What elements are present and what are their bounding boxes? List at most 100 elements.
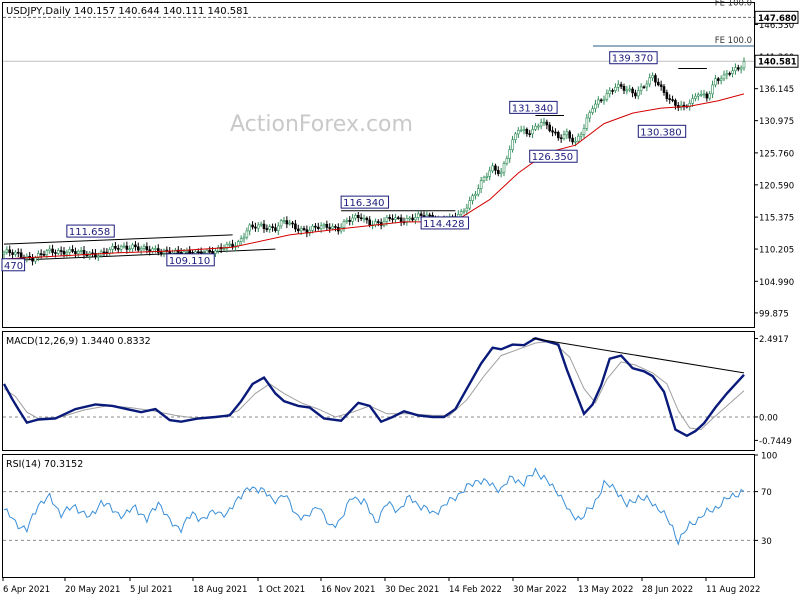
price-label-box [1,258,26,272]
candle-body [328,227,332,229]
date-tick-label: 20 May 2021 [65,585,120,595]
candle-body [139,248,143,251]
rsi-lines [3,467,754,546]
candle-body [511,139,514,151]
candle-body [588,112,592,119]
candle-body [65,251,69,255]
candle-body [531,129,534,135]
price-label-box [340,195,390,209]
candle-body [239,238,243,242]
candle-body [242,236,246,240]
candle-body [619,84,623,87]
candle-body [268,226,272,230]
candle-body [728,73,732,75]
chart-title: USDJPY,Daily 140.157 140.644 140.111 140… [6,6,249,17]
candle-body [585,117,589,129]
candle-body [265,228,269,230]
candle-body [56,250,60,254]
price-label-box [637,124,687,138]
candle-body [39,253,43,255]
candle-body [385,217,389,222]
candle-body [525,128,529,134]
candle-body [556,131,560,139]
price-tick-label: 146.530 [759,21,794,31]
candle-body [356,215,360,219]
candle-body [571,137,574,143]
macd-trendline [532,337,745,374]
candle-body [96,255,100,258]
candle-body [54,252,57,254]
trendline [3,234,233,245]
candle-body [696,94,700,97]
rsi-line [3,467,745,546]
price-label: 116.340 [343,198,384,209]
candle-body [536,125,540,128]
candle-body [736,67,740,70]
candle-body [651,75,654,79]
candle-body [145,246,149,251]
candle-body [354,215,357,219]
candle-body [11,252,14,255]
candle-body [539,122,543,127]
candle-body [674,100,677,106]
date-tick-label: 6 Apr 2021 [3,585,50,595]
candle-body [131,244,134,250]
candle-body [514,133,517,141]
candle-body [568,131,572,139]
candle-body [668,98,672,100]
candle-body [205,249,209,254]
candle-body [742,61,746,69]
price-tick-label: 125.760 [759,149,794,159]
candle-body [639,86,643,91]
candle-body [705,93,709,99]
fe-level-label: FE 100.0 [715,36,752,46]
macd-title: MACD(12,26,9) 1.3440 0.8332 [6,336,151,347]
price-label: 139.370 [612,54,653,65]
candle-body [479,180,483,189]
candle-body [74,251,77,254]
candle-body [154,248,157,250]
candle-body [739,67,743,70]
date-tick-label: 28 Jun 2022 [642,585,693,595]
candle-body [5,249,9,253]
rsi-tick-label: 100 [761,452,777,462]
candle-body [682,104,686,107]
candle-body [634,92,637,97]
candle-body [562,134,566,139]
candle-body [79,250,83,252]
candle-body [579,133,583,137]
price-label-box [420,216,470,230]
current-price-tag-box [754,54,799,68]
candle-body [285,220,289,225]
candle-body [314,225,317,228]
candle-body [665,92,669,99]
date-tick-label: 11 Aug 2022 [706,585,760,595]
candle-body [611,90,614,92]
candle-body [465,207,469,212]
candle-body [2,251,6,255]
candle-body [594,103,597,109]
rsi-axis: 100 70 30 [754,452,777,547]
candle-body [516,130,520,135]
price-label: 109.110 [169,256,210,267]
candle-body [399,217,403,223]
candle-body [294,223,297,230]
price-label: 126.350 [532,152,573,163]
current-price-tag: 140.581 [758,58,797,68]
candle-body [142,246,146,249]
date-tick-label: 13 May 2022 [578,585,633,595]
fe-price-tag-box [754,10,799,24]
date-tick-label: 16 Nov 2021 [321,585,375,595]
candle-body [51,248,54,253]
candle-body [408,217,412,220]
candle-body [645,83,649,88]
candle-body [296,228,300,232]
candle-body [111,246,114,250]
candle-body [502,163,506,173]
candle-body [151,248,154,252]
price-tick-label: 99.875 [759,309,789,319]
price-tick-label: 104.990 [759,278,794,288]
candle-body [614,86,617,91]
candle-body [308,230,312,234]
